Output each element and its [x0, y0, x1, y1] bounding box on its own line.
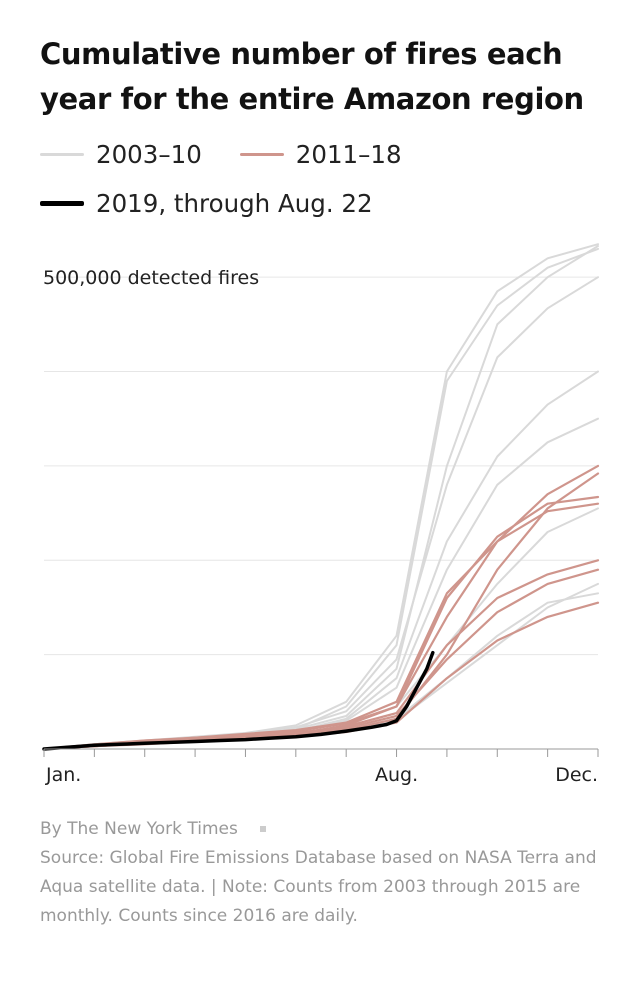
byline: By The New York Times	[40, 819, 238, 839]
legend-label-2003-10: 2003–10	[96, 139, 202, 169]
series-line-2015	[42, 495, 600, 751]
x-tick-label-1: Aug.	[375, 764, 418, 786]
legend: 2003–10 2011–18	[40, 134, 440, 174]
series-line-2005	[43, 243, 599, 750]
footer: By The New York Times Source: Global Fir…	[40, 815, 600, 931]
legend-2019: 2019, through Aug. 22	[40, 189, 373, 218]
series-layer	[42, 243, 600, 751]
legend-2003-10: 2003–10	[40, 140, 202, 169]
series-line-2012	[42, 464, 600, 751]
x-axis: Jan. Aug. Dec.	[43, 748, 599, 786]
series-line-2007	[43, 417, 599, 750]
series-line-2003	[43, 276, 599, 750]
x-tick-label-0: Jan.	[45, 764, 81, 786]
legend-row-2: 2019, through Aug. 22	[40, 183, 411, 223]
x-tick-label-2: Dec.	[555, 764, 598, 786]
series-line-2010	[43, 247, 599, 750]
legend-2011-18: 2011–18	[239, 139, 402, 169]
legend-label-2011-18: 2011–18	[295, 139, 402, 169]
series-line-2019	[42, 650, 435, 751]
footer-source: Source: Global Fire Emissions Database b…	[40, 848, 597, 926]
series-line-2017	[42, 472, 600, 751]
footer-byline: By The New York Times	[40, 815, 600, 844]
chart-plot: 500,000 detected fires Jan. Aug. Dec.	[42, 243, 600, 786]
legend-swatch-2003-10	[40, 152, 84, 156]
legend-swatch-2011-18	[239, 152, 284, 156]
legend-label-2019: 2019, through Aug. 22	[96, 188, 373, 218]
legend-swatch-2019	[40, 200, 84, 206]
byline-square-icon	[259, 826, 266, 832]
series-line-2004	[43, 245, 599, 750]
y-annotation-label: 500,000 detected fires	[43, 267, 259, 289]
series-line-2016	[42, 502, 600, 751]
gridlines	[44, 276, 598, 656]
chart-title: Cumulative number of fires each year for…	[40, 37, 584, 116]
